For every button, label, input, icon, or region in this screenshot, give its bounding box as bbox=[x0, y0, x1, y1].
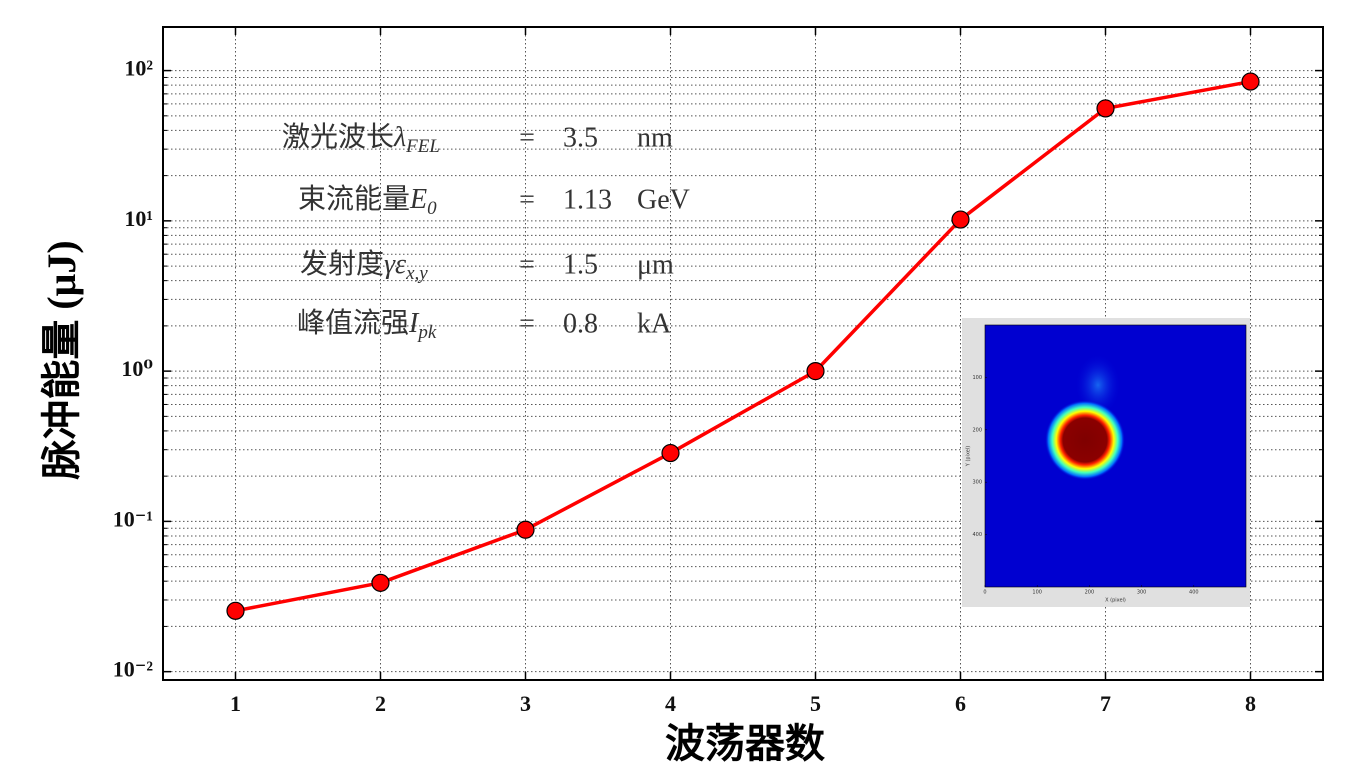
x-tick-label: 6 bbox=[955, 691, 966, 716]
annotation-symbol: λ bbox=[393, 122, 406, 153]
annotation: 峰值流强Ipk bbox=[297, 307, 437, 343]
annotation-value: 1.5 bbox=[563, 249, 598, 280]
inset-x-tick-label: 200 bbox=[1085, 590, 1095, 596]
grid bbox=[163, 27, 1323, 680]
data-point bbox=[371, 573, 390, 592]
x-axis-label: 波荡器数 bbox=[665, 721, 825, 766]
annotation-value: 0.8 bbox=[563, 308, 598, 339]
data-point bbox=[226, 601, 245, 620]
annotation-symbol: E bbox=[409, 184, 427, 215]
data-point bbox=[1096, 99, 1115, 118]
annotation-text: 峰值流强 bbox=[297, 307, 409, 339]
y-tick-label: 10⁰ bbox=[121, 356, 153, 381]
inset-y-tick-label: 200 bbox=[972, 427, 982, 433]
inset-x-tick-label: 0 bbox=[983, 590, 986, 596]
annotation-symbol: I bbox=[408, 308, 420, 339]
inset-x-tick-label: 100 bbox=[1032, 590, 1042, 596]
annotation-symbol: γε bbox=[384, 249, 406, 280]
annotation-text: 激光波长 bbox=[282, 121, 394, 153]
x-tick-label: 2 bbox=[375, 691, 386, 716]
x-tick-label: 1 bbox=[230, 691, 241, 716]
annotation-subscript: x,y bbox=[405, 263, 428, 284]
data-point bbox=[806, 362, 825, 381]
annotation-unit: μm bbox=[637, 249, 674, 280]
x-tick-label: 5 bbox=[810, 691, 821, 716]
x-tick-label: 3 bbox=[520, 691, 531, 716]
x-tick-label: 4 bbox=[665, 691, 676, 716]
annotation-subscript: 0 bbox=[427, 198, 437, 219]
data-point bbox=[1241, 72, 1260, 91]
plot-frame bbox=[162, 26, 1324, 681]
annotation-text: 发射度 bbox=[300, 248, 384, 280]
annotation-equals: = bbox=[519, 122, 535, 153]
data-line bbox=[235, 79, 1251, 613]
annotation-unit: GeV bbox=[637, 184, 690, 215]
x-tick-label: 8 bbox=[1245, 691, 1256, 716]
data-point bbox=[951, 210, 970, 229]
inset-y-label: Y (pixel) bbox=[966, 446, 972, 467]
annotation: 激光波长λFEL bbox=[282, 121, 440, 157]
inset-x-tick-label: 300 bbox=[1137, 590, 1147, 596]
inset-frame bbox=[984, 324, 1247, 588]
data-point bbox=[661, 443, 680, 463]
inset-x-tick-label: 400 bbox=[1189, 590, 1199, 596]
y-tick-label: 10⁻¹ bbox=[113, 506, 153, 531]
inset-y-tick-label: 400 bbox=[972, 532, 982, 538]
inset-y-tick-label: 300 bbox=[972, 480, 982, 486]
inset-y-tick-label: 100 bbox=[972, 375, 982, 381]
inset-x-label: X (pixel) bbox=[1105, 598, 1126, 604]
x-tick-label: 7 bbox=[1100, 691, 1111, 716]
annotation-equals: = bbox=[519, 249, 535, 280]
inset-haze bbox=[1076, 355, 1120, 415]
annotation-equals: = bbox=[519, 308, 535, 339]
annotation-text: 束流能量 bbox=[298, 183, 410, 215]
annotation-unit: kA bbox=[637, 308, 672, 339]
annotation-equals: = bbox=[519, 184, 535, 215]
inset: 0 100 200 300 400 100 200 300 400 X (pixel) Y (pix… bbox=[962, 318, 1250, 607]
annotation-value: 3.5 bbox=[563, 122, 598, 153]
annotation: 束流能量E0 bbox=[298, 183, 437, 219]
plot: 10⁻² 10⁻¹ 10⁰ 10¹ 10² 1 2 3 4 5 6 7 8 激光波长λFEL = 3.5 nm 束… bbox=[113, 27, 1323, 716]
y-tick-label: 10² bbox=[124, 56, 153, 81]
y-axis-label: 脉冲能量 (μJ) bbox=[39, 240, 84, 479]
annotation: 发射度γεx,y bbox=[300, 248, 428, 284]
inset-beam bbox=[1045, 400, 1125, 480]
annotation-subscript: pk bbox=[416, 322, 437, 343]
y-tick-label: 10⁻² bbox=[113, 657, 154, 682]
annotation-value: 1.13 bbox=[563, 184, 612, 215]
data-point bbox=[516, 520, 535, 539]
y-tick-label: 10¹ bbox=[124, 206, 153, 231]
annotation-unit: nm bbox=[637, 122, 673, 153]
annotation-subscript: FEL bbox=[405, 136, 440, 157]
